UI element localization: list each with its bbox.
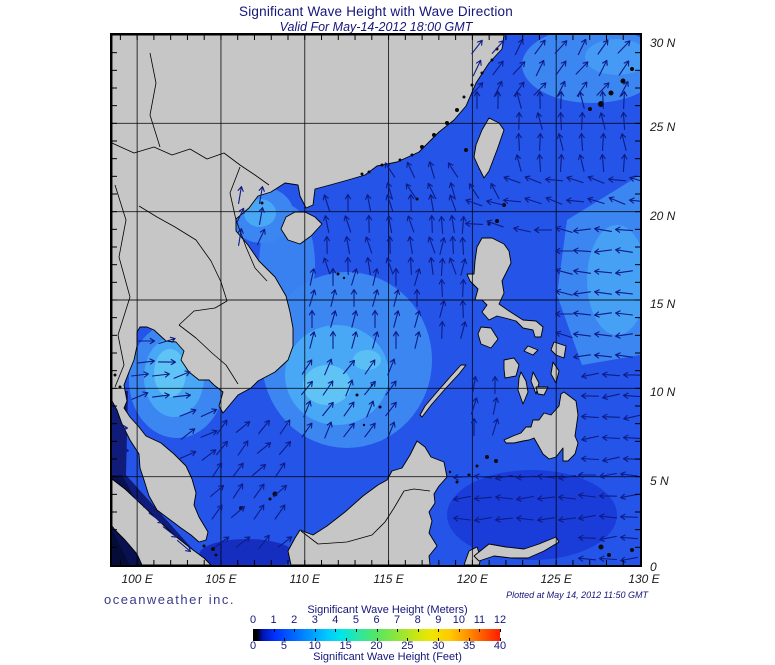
feet-tick: 0	[249, 640, 257, 652]
feet-tick: 5	[280, 640, 287, 652]
colorbar-tick-mark	[407, 638, 409, 641]
colorbar-tick-mark	[417, 629, 419, 632]
feet-tick: 40	[493, 640, 507, 652]
colorbar-tick-mark	[355, 629, 357, 632]
colorbar-tick-mark	[469, 638, 471, 641]
colorbar-tick-mark	[479, 629, 481, 632]
feet-tick: 20	[370, 640, 383, 652]
lon-label: 105 E	[205, 572, 237, 586]
valid-time-subtitle: Valid For May-14-2012 18:00 GMT	[279, 20, 473, 34]
colorbar-tick-mark	[500, 629, 501, 632]
lat-label: 0	[650, 560, 657, 574]
frame-minor-ticks	[112, 35, 640, 565]
colorbar-tick-mark	[376, 638, 378, 641]
meters-tick: 5	[352, 614, 359, 626]
land-palawan	[419, 364, 467, 418]
meters-tick: 8	[414, 614, 421, 626]
legend-meters-label: Significant Wave Height (Meters)	[307, 604, 468, 616]
feet-tick: 35	[463, 640, 476, 652]
land-masbate	[523, 345, 539, 356]
land-luzon	[466, 237, 544, 338]
lon-label: 120 E	[456, 572, 489, 586]
colorbar-tick-mark	[458, 629, 460, 632]
colorbar-tick-mark	[314, 638, 316, 641]
meters-tick: 11	[473, 614, 486, 626]
lon-label: 125 E	[540, 572, 572, 586]
page-title: Significant Wave Height with Wave Direct…	[239, 4, 513, 19]
meters-tick: 4	[332, 614, 339, 626]
lon-label: 110 E	[289, 572, 320, 586]
colorbar-tick-mark	[438, 638, 440, 641]
island-specks	[113, 47, 634, 557]
lat-label: 15 N	[650, 297, 676, 311]
title-block: Significant Wave Height with Wave Direct…	[0, 4, 752, 34]
land-mindanao	[503, 391, 579, 462]
land-bohol	[535, 386, 549, 396]
lat-label: 20 N	[650, 208, 676, 223]
meters-tick: 10	[452, 614, 465, 626]
meters-tick: 1	[270, 614, 277, 626]
feet-tick: 25	[401, 640, 414, 652]
colorbar-tick-mark	[283, 638, 285, 641]
colorbar-tick-mark	[345, 638, 347, 641]
colorbar-tick-mark	[253, 629, 254, 632]
map-frame	[110, 33, 642, 567]
meters-tick: 2	[291, 614, 298, 626]
colorbar-tick-mark	[376, 629, 378, 632]
lon-label: 115 E	[373, 572, 404, 586]
colorbar-tick-mark	[500, 638, 501, 641]
colorbar-tick-mark	[294, 629, 296, 632]
meters-tick: 0	[249, 614, 257, 626]
wave-map	[112, 35, 640, 565]
graticule-grid	[112, 35, 640, 565]
colorbar-tick-mark	[273, 629, 275, 632]
feet-tick: 15	[339, 640, 352, 652]
colorbar-tick-mark	[397, 629, 399, 632]
meters-tick: 12	[493, 614, 507, 626]
meters-tick: 7	[394, 614, 401, 626]
lat-label: 30 N	[650, 36, 676, 50]
colorbar-tick-mark	[438, 629, 440, 632]
oceanweather-branding: oceanweather inc.	[104, 592, 236, 607]
land-samar	[550, 341, 567, 359]
plotted-timestamp: Plotted at May 14, 2012 11:50 GMT	[506, 590, 648, 600]
wave-direction-arrows	[112, 38, 640, 563]
colorbar-tick-mark	[314, 629, 316, 632]
meters-tick: 9	[435, 614, 442, 626]
land-hainan	[280, 211, 323, 245]
lat-label: 25 N	[650, 120, 676, 135]
colorbar-tick-mark	[253, 638, 254, 641]
land-sulawesi-arm	[473, 536, 560, 562]
lon-label: 130 E	[628, 572, 660, 586]
land-borneo	[287, 440, 448, 565]
land-panay	[503, 357, 520, 379]
land-taiwan	[473, 117, 505, 179]
land-masses	[112, 35, 579, 565]
meters-tick: 3	[311, 614, 318, 626]
legend-feet-label: Significant Wave Height (Feet)	[313, 651, 462, 663]
colorbar-tick-mark	[335, 629, 337, 632]
land-mindoro	[477, 326, 499, 349]
meters-tick: 6	[373, 614, 380, 626]
feet-tick: 30	[432, 640, 445, 652]
lat-label: 5 N	[650, 473, 669, 488]
land-mainland-asia	[112, 35, 505, 543]
feet-tick: 10	[308, 640, 321, 652]
lat-label: 10 N	[650, 385, 676, 400]
lon-label: 100 E	[121, 572, 153, 586]
